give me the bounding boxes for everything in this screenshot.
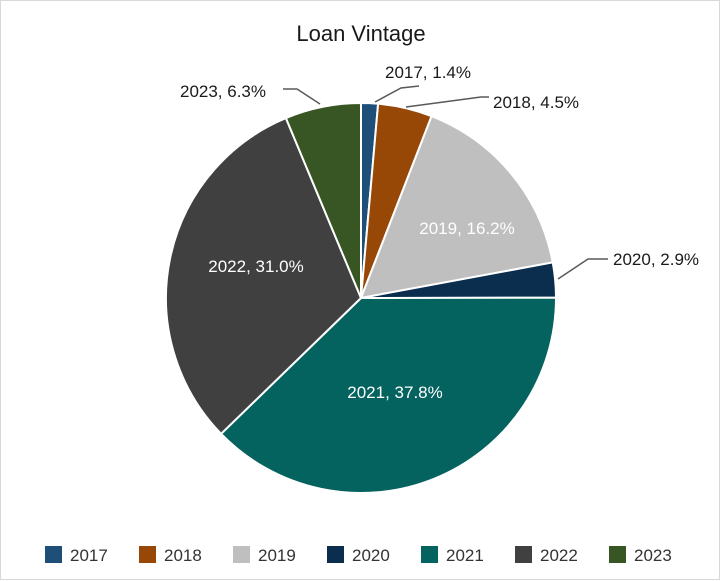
pie-slice-2021 xyxy=(219,296,558,494)
legend-entry-2020: 2020 xyxy=(327,546,390,565)
legend-label-2018: 2018 xyxy=(164,546,202,565)
chart-title: Loan Vintage xyxy=(296,21,425,46)
data-label-2018: 2018, 4.5% xyxy=(493,93,579,112)
legend-label-2023: 2023 xyxy=(634,546,672,565)
data-label-2017: 2017, 1.4% xyxy=(385,63,471,82)
legend-entry-2019: 2019 xyxy=(233,546,296,565)
legend-entry-2023: 2023 xyxy=(609,546,672,565)
data-label-2021: 2021, 37.8% xyxy=(347,383,442,402)
legend-entry-2017: 2017 xyxy=(45,546,108,565)
data-label-2022: 2022, 31.0% xyxy=(208,257,303,276)
legend-entry-2018: 2018 xyxy=(139,546,202,565)
legend: 2017 2018 2019 2020 2021 2022 2023 xyxy=(45,546,672,565)
leader-line-2018 xyxy=(405,96,489,108)
pie-slice-2022 xyxy=(164,116,363,436)
legend-swatch-2021 xyxy=(421,546,438,563)
legend-swatch-2023 xyxy=(609,546,626,563)
data-label-2023: 2023, 6.3% xyxy=(180,82,266,101)
data-label-2019: 2019, 16.2% xyxy=(419,219,514,238)
legend-swatch-2018 xyxy=(139,546,156,563)
leader-line-2020 xyxy=(557,258,608,280)
legend-label-2017: 2017 xyxy=(70,546,108,565)
legend-swatch-2019 xyxy=(233,546,250,563)
legend-label-2021: 2021 xyxy=(446,546,484,565)
legend-label-2019: 2019 xyxy=(258,546,296,565)
leader-line-2017 xyxy=(374,85,420,103)
pie-slice-2023 xyxy=(284,101,362,299)
pie-slices xyxy=(164,101,558,494)
leader-line-2023 xyxy=(283,88,321,105)
data-labels: 2017, 1.4% 2018, 4.5% 2019, 16.2% 2020, 2.9… xyxy=(180,63,699,402)
legend-entry-2021: 2021 xyxy=(421,546,484,565)
legend-entry-2022: 2022 xyxy=(515,546,578,565)
legend-label-2022: 2022 xyxy=(540,546,578,565)
legend-swatch-2020 xyxy=(327,546,344,563)
legend-label-2020: 2020 xyxy=(352,546,390,565)
pie-slice-2019 xyxy=(359,114,554,300)
leader-lines xyxy=(283,85,608,280)
legend-swatch-2022 xyxy=(515,546,532,563)
data-label-2020: 2020, 2.9% xyxy=(613,250,699,269)
legend-swatch-2017 xyxy=(45,546,62,563)
